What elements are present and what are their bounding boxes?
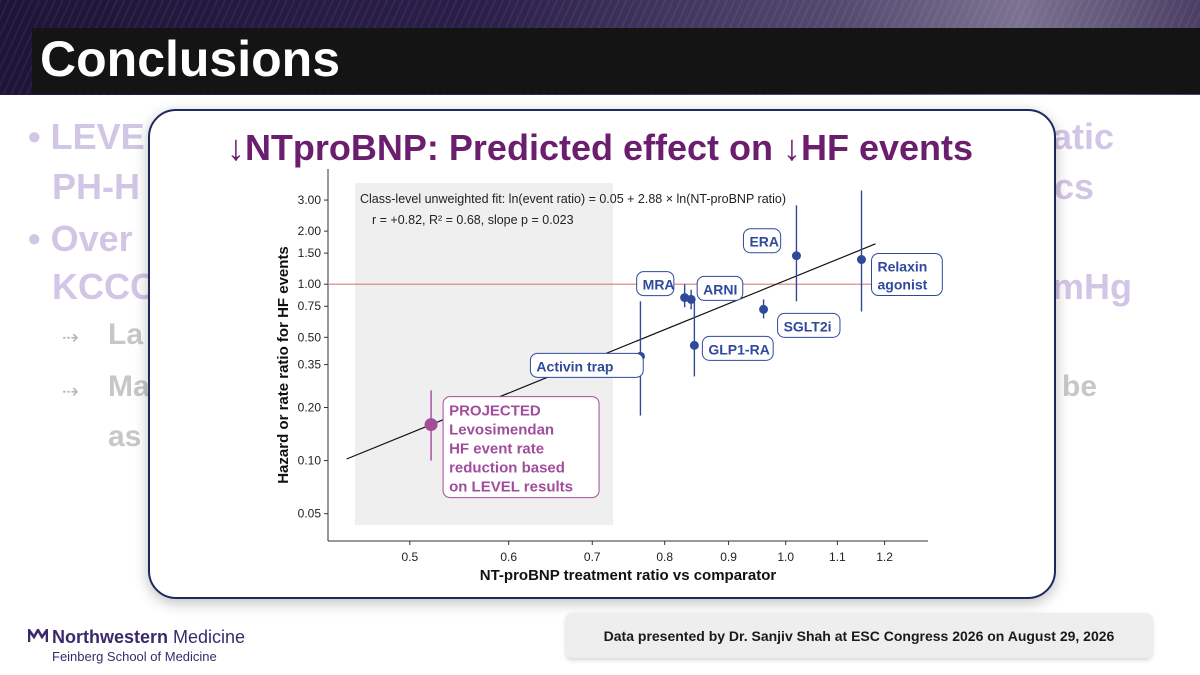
x-tick-label: 0.5 [401, 550, 418, 564]
bullet-2-left: PH-H [52, 166, 140, 207]
data-point [689, 340, 699, 350]
x-tick-label: 1.2 [876, 550, 893, 564]
label-projected-levosimendan-box [442, 396, 600, 499]
label-sglt2i-box [777, 312, 841, 338]
y-tick-label: 0.35 [298, 358, 322, 372]
label-arni-box [696, 275, 744, 301]
data-point [424, 418, 438, 432]
x-tick-label: 0.6 [500, 550, 517, 564]
dashed-arrow-icon: ⇢ [62, 327, 79, 349]
y-axis-label: Hazard or rate ratio for HF events [275, 246, 292, 484]
sub-bullet-2-right: be [1062, 370, 1098, 403]
x-tick-label: 0.9 [720, 550, 737, 564]
y-tick-label: 0.50 [298, 330, 322, 344]
y-tick-label: 0.10 [298, 454, 322, 468]
label-projected-levosimendan: PROJECTED [449, 403, 541, 420]
label-projected-levosimendan: Levosimendan [449, 422, 554, 439]
chart-title: ↓NTproBNP: Predicted effect on ↓HF event… [226, 127, 974, 168]
data-point [759, 304, 769, 314]
logo-main-text: Northwestern [52, 627, 169, 647]
northwestern-medicine-logo: Northwestern Medicine Feinberg School of… [27, 625, 246, 664]
scatter-chart: 0.5 0.6 0.7 0.8 0.9 1.0 1.1 1.2 0.05 0.10 0.20 0.35… [275, 169, 943, 584]
sub-bullet-2-left: Ma [108, 370, 150, 403]
data-point [791, 251, 801, 261]
bullet-2-right: cs [1054, 166, 1095, 207]
y-tick-label: 0.75 [298, 299, 322, 313]
x-tick-label: 0.8 [656, 550, 673, 564]
bullet-4-left: KCCC [52, 266, 156, 307]
label-relaxin-agonist: agonist [878, 277, 928, 293]
x-tick-label: 1.0 [777, 550, 794, 564]
x-axis-label: NT-proBNP treatment ratio vs comparator [480, 567, 777, 584]
bullet-4-right: mHg [1052, 266, 1132, 307]
data-point [857, 255, 867, 265]
y-tick-label: 3.00 [298, 193, 322, 207]
sub-bullet-1-left: La [108, 318, 144, 351]
bullet-1-left: • LEVE [28, 116, 145, 157]
logo-light-text: Medicine [173, 627, 246, 647]
label-activin-trap-box [529, 352, 644, 378]
label-era-box [742, 228, 782, 254]
label-projected-levosimendan: HF event rate [449, 441, 544, 458]
label-glp1-ra: GLP1-RA [708, 341, 769, 357]
footnote-box: Data presented by Dr. Sanjiv Shah at ESC… [566, 613, 1152, 658]
x-tick-label: 1.1 [829, 550, 846, 564]
label-mra-box [636, 271, 675, 297]
label-glp1-ra-box [701, 335, 774, 361]
y-tick-label: 1.00 [298, 277, 322, 291]
label-relaxin-agonist-box [871, 253, 943, 297]
y-tick-label: 1.50 [298, 246, 322, 260]
y-tick-label: 0.05 [298, 507, 322, 521]
label-era: ERA [749, 234, 779, 250]
label-activin-trap: Activin trap [536, 358, 613, 374]
label-projected-levosimendan: on LEVEL results [449, 479, 573, 496]
title-block [32, 28, 1200, 94]
label-projected-levosimendan: reduction based [449, 460, 565, 477]
label-mra: MRA [643, 277, 675, 293]
logo-subtitle: Feinberg School of Medicine [52, 649, 217, 664]
logo-mark-icon [27, 625, 49, 648]
fit-annotation-line-1: Class-level unweighted fit: ln(event rat… [360, 192, 786, 206]
label-relaxin-agonist: Relaxin [878, 259, 928, 275]
dashed-arrow-icon: ⇢ [62, 381, 79, 403]
y-tick-label: 2.00 [298, 224, 322, 238]
page-title: Conclusions [40, 31, 341, 87]
chart-overlay-panel: ↓NTproBNP: Predicted effect on ↓HF event… [148, 109, 1056, 599]
data-point [686, 294, 696, 304]
sub-bullet-3-left: as [108, 420, 142, 453]
y-tick-label: 0.20 [298, 400, 322, 414]
label-arni: ARNI [703, 281, 737, 297]
x-tick-label: 0.7 [584, 550, 601, 564]
fit-annotation-line-2: r = +0.82, R² = 0.68, slope p = 0.023 [372, 213, 574, 227]
bullet-1-right: atic [1052, 116, 1115, 157]
bullet-3-left: • Over [28, 218, 133, 259]
label-sglt2i: SGLT2i [784, 318, 832, 334]
